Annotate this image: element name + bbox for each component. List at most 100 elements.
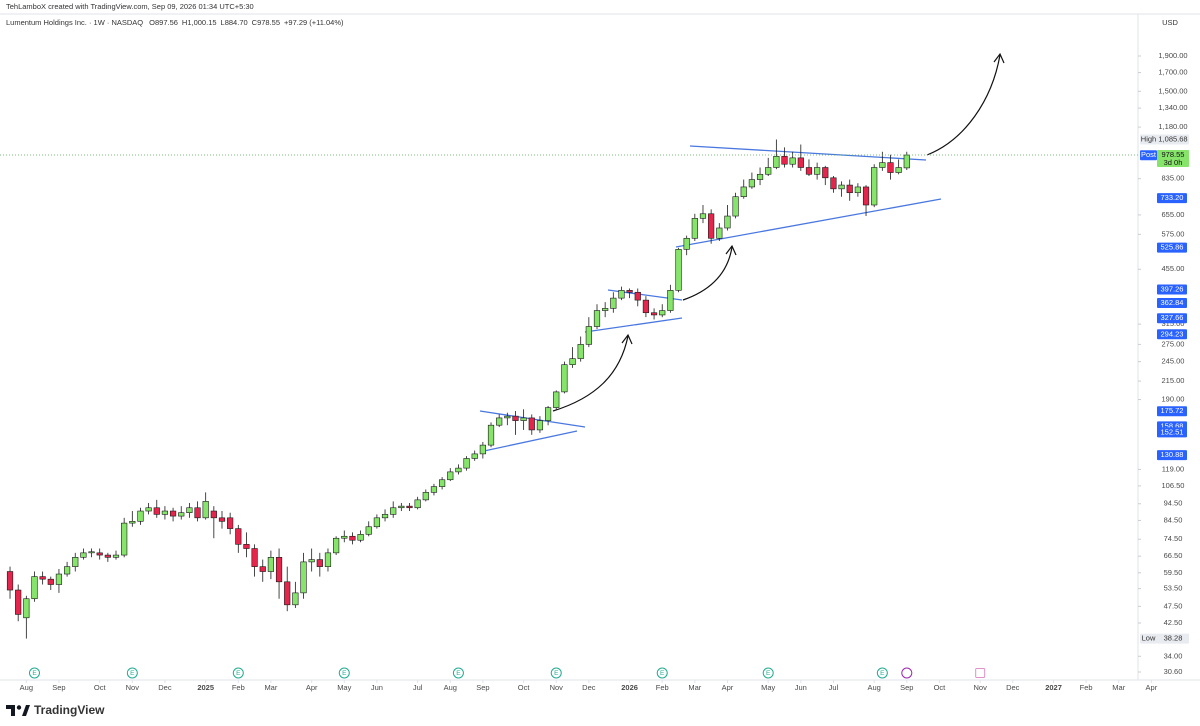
alert-label: 397.26 <box>1161 284 1184 293</box>
candle-body <box>781 156 788 165</box>
candle-body <box>822 167 829 179</box>
candle-body <box>528 417 535 431</box>
y-tick-label: 655.00 <box>1162 210 1185 219</box>
candle-body <box>846 184 853 194</box>
candle-body <box>259 566 266 572</box>
marker-name: Post <box>1141 150 1157 159</box>
candle-body <box>137 510 144 522</box>
candle-body <box>602 308 609 311</box>
candle-body <box>6 571 14 591</box>
candle-body <box>512 415 519 421</box>
x-tick-label: Mar <box>264 683 277 692</box>
x-tick-label: Nov <box>550 683 564 692</box>
marker-name: High <box>1141 134 1156 143</box>
event-label: E <box>236 670 241 677</box>
arrowhead <box>993 52 1005 64</box>
candle-body <box>585 326 592 345</box>
candle-body <box>88 551 95 554</box>
alert-label: 327.66 <box>1161 313 1184 322</box>
x-tick-label: Mar <box>1112 683 1125 692</box>
alert-box <box>1157 427 1187 438</box>
candle-body <box>724 215 731 229</box>
event-icon <box>762 667 774 679</box>
candle-body <box>202 501 209 519</box>
candle-body <box>732 196 739 217</box>
alert-label: 525.86 <box>1161 243 1184 252</box>
ohlc-legend: O897.56 H1,000.15 L884.70 C978.55 +97.29 (+1… <box>149 18 344 27</box>
x-tick-label: Jul <box>829 683 839 692</box>
candle-body <box>381 514 389 519</box>
candle-body <box>210 510 217 519</box>
candle-body <box>487 424 495 446</box>
candle-body <box>765 167 772 175</box>
event-label: E <box>660 670 665 677</box>
candle-body <box>650 312 658 316</box>
x-tick-label: 2025 <box>197 683 214 692</box>
trendline <box>584 317 683 333</box>
y-tick-label: 1,700.00 <box>1158 68 1187 77</box>
candle-body <box>675 249 682 291</box>
alert-box <box>1157 242 1187 253</box>
candle-body <box>121 522 128 556</box>
y-tick-label: 215.00 <box>1162 376 1185 385</box>
candle-body <box>39 576 46 580</box>
y-tick-label: 59.50 <box>1164 568 1183 577</box>
candle-body <box>47 578 54 585</box>
credit: TehLamboX created with TradingView.com, … <box>6 2 254 11</box>
x-tick-label: Sep <box>476 683 489 692</box>
candle-body <box>642 299 650 314</box>
y-tick-label: 1,900.00 <box>1158 51 1187 60</box>
event-icon <box>656 667 668 679</box>
trendline <box>689 145 927 161</box>
alert-box <box>1157 298 1187 309</box>
candle-body <box>284 581 291 606</box>
alert-label: 152.51 <box>1161 427 1184 436</box>
x-tick-label: Jul <box>413 683 423 692</box>
candle-body <box>748 179 755 188</box>
candle-body <box>406 505 413 509</box>
x-tick-label: Nov <box>973 683 987 692</box>
candle-body <box>879 162 886 168</box>
candle-body <box>72 557 79 567</box>
alert-box <box>1157 284 1187 295</box>
alert-box <box>1157 450 1187 461</box>
event-label: E <box>456 670 461 677</box>
legend-close: C978.55 <box>252 18 280 27</box>
y-tick-label: 34.00 <box>1164 651 1183 660</box>
candle-body <box>520 417 527 421</box>
x-tick-label: Aug <box>20 683 33 692</box>
x-tick-label: Dec <box>1006 683 1020 692</box>
x-tick-label: Sep <box>52 683 65 692</box>
event-icon <box>452 667 464 679</box>
candle-body <box>797 157 804 168</box>
y-tick-label: 30.60 <box>1164 667 1183 676</box>
candle-body <box>569 358 576 365</box>
arrowhead <box>725 244 737 256</box>
candle-body <box>667 290 674 311</box>
y-tick-label: 94.50 <box>1164 499 1183 508</box>
y-tick-label: 66.50 <box>1164 551 1183 560</box>
x-tick-label: Oct <box>94 683 107 692</box>
candle-body <box>145 507 152 512</box>
candle-body <box>496 417 503 426</box>
legend-high: H1,000.15 <box>182 18 217 27</box>
candle-body <box>243 544 250 549</box>
legend-change: +97.29 (+11.04%) <box>284 18 344 27</box>
event-icon <box>28 667 40 679</box>
candle-body <box>577 344 584 359</box>
alert-box <box>1157 329 1187 340</box>
arrow <box>552 335 629 412</box>
candle-body <box>479 444 486 455</box>
x-tick-label: Apr <box>1146 683 1158 692</box>
candle-body <box>398 505 405 509</box>
currency: USD <box>1162 18 1178 27</box>
candle-body <box>341 535 348 539</box>
x-tick-label: Feb <box>1080 683 1093 692</box>
candle-body <box>716 227 723 239</box>
candle-body <box>854 186 861 194</box>
candle-body <box>447 471 454 481</box>
candle-body <box>895 167 902 173</box>
x-tick-label: Oct <box>518 683 531 692</box>
marker-label: 38.28 <box>1164 634 1183 643</box>
